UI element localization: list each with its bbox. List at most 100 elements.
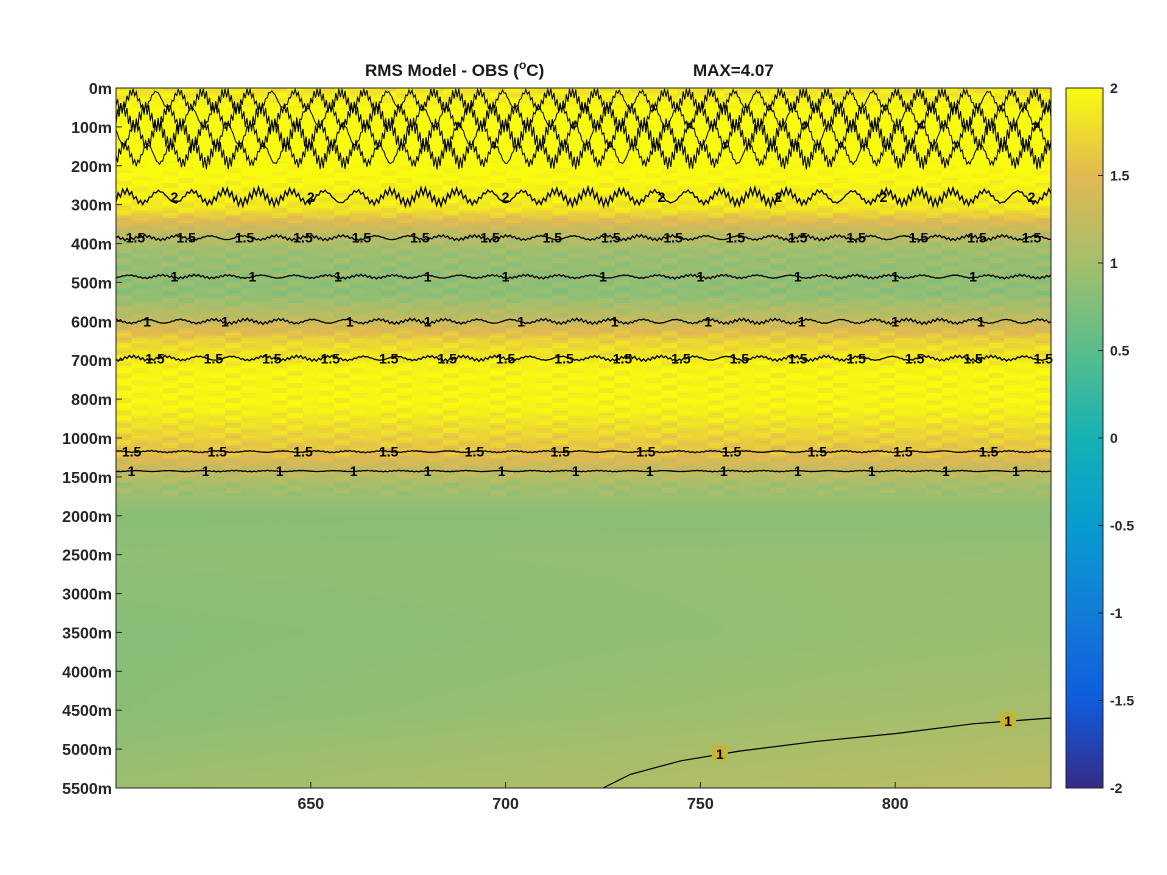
heatmap-cell (147, 135, 164, 139)
heatmap-cell (131, 135, 148, 139)
heatmap-cell (583, 200, 600, 204)
heatmap-cell (365, 208, 382, 212)
heatmap-cell (271, 145, 289, 149)
heatmap-cell (147, 108, 164, 112)
heatmap-cell (256, 105, 273, 109)
heatmap-cell (973, 150, 990, 154)
heatmap-cell (536, 110, 553, 114)
heatmap-cell (193, 125, 211, 129)
heatmap-cell (786, 218, 803, 222)
heatmap-cell (973, 203, 990, 207)
heatmap-cell (412, 193, 429, 197)
heatmap-cell (1019, 183, 1037, 187)
heatmap-cell (193, 183, 211, 187)
heatmap-cell (1004, 153, 1021, 157)
heatmap-cell (567, 123, 585, 127)
heatmap-cell (209, 178, 226, 182)
heatmap-cell (770, 160, 787, 164)
heatmap-cell (926, 178, 943, 182)
heatmap-cell (427, 210, 444, 214)
heatmap-cell (349, 90, 366, 94)
heatmap-cell (879, 95, 896, 99)
heatmap-cell (692, 183, 709, 187)
heatmap-cell (1035, 90, 1051, 94)
heatmap-cell (287, 93, 304, 97)
heatmap-cell (287, 208, 304, 212)
heatmap-cell (645, 178, 663, 182)
heatmap-cell (677, 218, 694, 222)
heatmap-cell (583, 100, 600, 104)
heatmap-cell (474, 133, 491, 137)
heatmap-cell (490, 113, 507, 117)
heatmap-cell (147, 225, 164, 229)
heatmap-cell (739, 135, 756, 139)
heatmap-cell (677, 183, 694, 187)
heatmap-cell (380, 100, 398, 104)
heatmap-cell (988, 213, 1005, 217)
heatmap-cell (661, 88, 678, 92)
heatmap-cell (209, 190, 226, 194)
heatmap-cell (318, 113, 335, 117)
heatmap-cell (412, 98, 429, 102)
heatmap-cell (240, 225, 257, 229)
heatmap-cell (365, 143, 382, 147)
heatmap-cell (505, 173, 522, 177)
heatmap-cell (162, 135, 179, 139)
heatmap-cell (1019, 113, 1037, 117)
heatmap-cell (458, 125, 476, 129)
heatmap-cell (614, 138, 631, 142)
heatmap-cell (490, 165, 507, 169)
heatmap-cell (458, 158, 476, 162)
heatmap-cell (567, 218, 585, 222)
heatmap-cell (988, 173, 1005, 177)
heatmap-cell (754, 183, 772, 187)
heatmap-cell (225, 110, 242, 114)
heatmap-cell (567, 158, 585, 162)
heatmap-cell (708, 188, 725, 192)
heatmap-cell (910, 143, 927, 147)
heatmap-cell (303, 175, 320, 179)
heatmap-cell (770, 190, 787, 194)
heatmap-cell (677, 105, 694, 109)
heatmap-cell (349, 188, 366, 192)
heatmap-cell (817, 200, 834, 204)
heatmap-cell (412, 115, 429, 119)
heatmap-cell (599, 128, 616, 132)
heatmap-cell (490, 188, 507, 192)
heatmap-cell (505, 133, 522, 137)
heatmap-cell (287, 98, 304, 102)
heatmap-cell (131, 120, 148, 124)
heatmap-cell (973, 165, 990, 169)
heatmap-cell (334, 108, 351, 112)
heatmap-cell (443, 215, 460, 219)
heatmap-cell (988, 180, 1005, 184)
heatmap-cell (817, 190, 834, 194)
heatmap-cell (583, 180, 600, 184)
heatmap-cell (116, 110, 133, 114)
heatmap-cell (147, 178, 164, 182)
heatmap-cell (817, 153, 834, 157)
heatmap-cell (630, 143, 647, 147)
heatmap-cell (552, 193, 569, 197)
heatmap-cell (396, 130, 413, 134)
heatmap-cell (817, 143, 834, 147)
heatmap-cell (162, 218, 179, 222)
heatmap-cell (723, 98, 740, 102)
heatmap-cell (552, 95, 569, 99)
heatmap-cell (754, 108, 772, 112)
heatmap-cell (895, 175, 912, 179)
heatmap-cell (1004, 98, 1021, 102)
heatmap-cell (552, 155, 569, 159)
heatmap-cell (318, 170, 335, 174)
heatmap-cell (988, 205, 1005, 209)
heatmap-cell (583, 145, 600, 149)
heatmap-cell (926, 173, 943, 177)
heatmap-cell (349, 198, 366, 202)
heatmap-cell (692, 123, 709, 127)
heatmap-cell (1004, 218, 1021, 222)
heatmap-cell (458, 183, 476, 187)
heatmap-cell (864, 145, 881, 149)
heatmap-cell (193, 218, 211, 222)
heatmap-cell (879, 100, 896, 104)
heatmap-cell (1035, 128, 1051, 132)
